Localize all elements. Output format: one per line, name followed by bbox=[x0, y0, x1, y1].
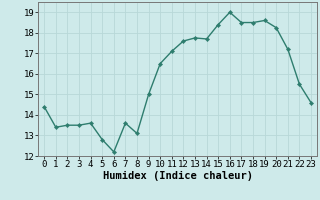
X-axis label: Humidex (Indice chaleur): Humidex (Indice chaleur) bbox=[103, 171, 252, 181]
